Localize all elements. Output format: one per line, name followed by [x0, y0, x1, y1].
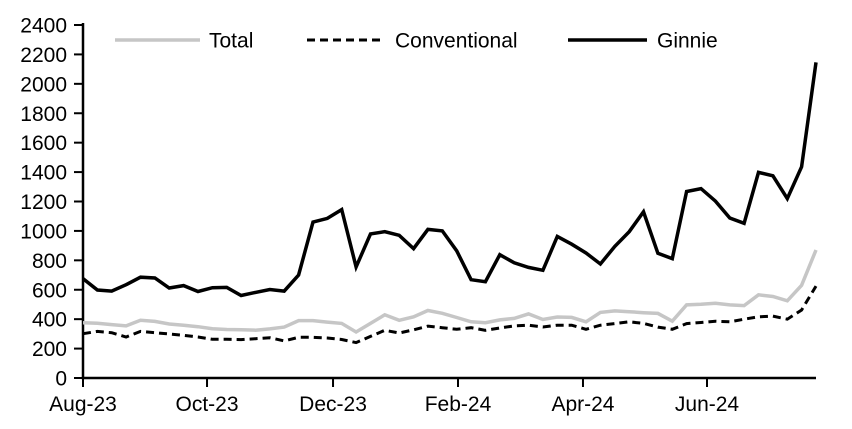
y-tick-label: 200: [32, 338, 67, 361]
y-tick-label: 800: [32, 250, 67, 273]
x-axis-ticks: Aug-23 Oct-23 Dec-23 Feb-24 Apr-24 Jun-24: [49, 378, 739, 416]
x-tick-label: Feb-24: [425, 393, 492, 416]
y-tick-label: 1200: [20, 191, 67, 214]
y-tick-label: 2400: [20, 15, 67, 38]
series-line-total: [82, 249, 818, 335]
series-line-conventional: [82, 285, 818, 345]
y-tick-label: 1400: [20, 162, 67, 185]
y-tick-label: 2000: [20, 73, 67, 96]
legend-label-total: Total: [209, 30, 253, 53]
series-line-ginnie: [81, 62, 818, 298]
y-tick-label: 1000: [20, 220, 67, 243]
x-tick-label: Aug-23: [49, 393, 117, 416]
x-tick-label: Jun-24: [675, 393, 740, 416]
x-tick-label: Oct-23: [176, 393, 239, 416]
y-tick-label: 0: [55, 368, 67, 391]
x-tick-label: Dec-23: [299, 393, 367, 416]
legend-label-ginnie: Ginnie: [657, 30, 718, 53]
x-tick-label: Apr-24: [551, 393, 614, 416]
y-tick-label: 600: [32, 279, 67, 302]
y-tick-label: 1800: [20, 103, 67, 126]
series-lines: [81, 62, 818, 345]
legend: Total Conventional Ginnie: [115, 30, 718, 53]
y-tick-label: 400: [32, 309, 67, 332]
y-tick-label: 1600: [20, 132, 67, 155]
y-axis-ticks: 0 200 400 600 800 1000 1200 1400 1600 1800 2000 220…: [20, 15, 83, 391]
y-tick-label: 2200: [20, 44, 67, 67]
legend-label-conventional: Conventional: [395, 30, 518, 53]
